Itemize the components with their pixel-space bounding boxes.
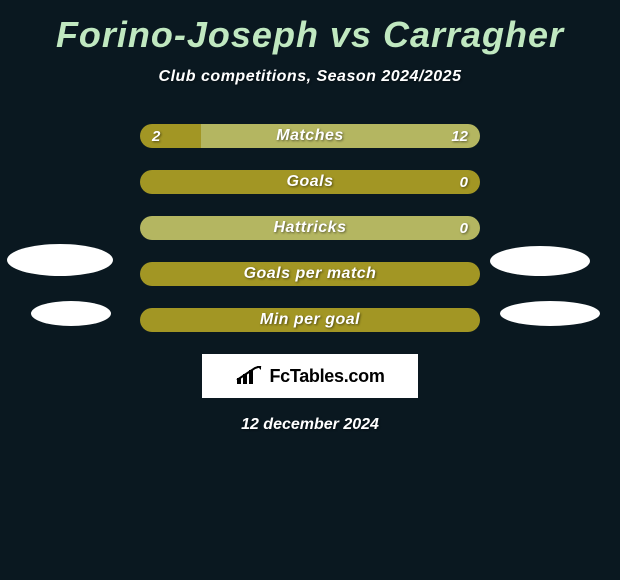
bars-area: 2 Matches 12 Goals 0 Hattricks 0 Goals p…: [0, 124, 620, 332]
subtitle: Club competitions, Season 2024/2025: [0, 68, 620, 86]
avatar-placeholder: [7, 244, 113, 276]
chart-icon: [235, 366, 263, 386]
stat-label: Goals per match: [140, 265, 480, 283]
date-label: 12 december 2024: [0, 416, 620, 434]
stat-label: Hattricks: [140, 219, 480, 237]
stat-value-right: 0: [460, 174, 468, 191]
avatar-placeholder: [31, 301, 111, 326]
stat-bar: Hattricks 0: [140, 216, 480, 240]
stat-value-right: 12: [451, 128, 468, 145]
stat-bar: Goals 0: [140, 170, 480, 194]
stat-bar: 2 Matches 12: [140, 124, 480, 148]
stat-label: Min per goal: [140, 311, 480, 329]
avatar-placeholder: [490, 246, 590, 276]
stat-label: Matches: [140, 127, 480, 145]
stat-bar: Goals per match: [140, 262, 480, 286]
stat-label: Goals: [140, 173, 480, 191]
avatar-placeholder: [500, 301, 600, 326]
stat-bar: Min per goal: [140, 308, 480, 332]
stat-value-right: 0: [460, 220, 468, 237]
page-title: Forino-Joseph vs Carragher: [0, 0, 620, 56]
logo-badge: FcTables.com: [202, 354, 418, 398]
logo-text: FcTables.com: [269, 366, 384, 387]
